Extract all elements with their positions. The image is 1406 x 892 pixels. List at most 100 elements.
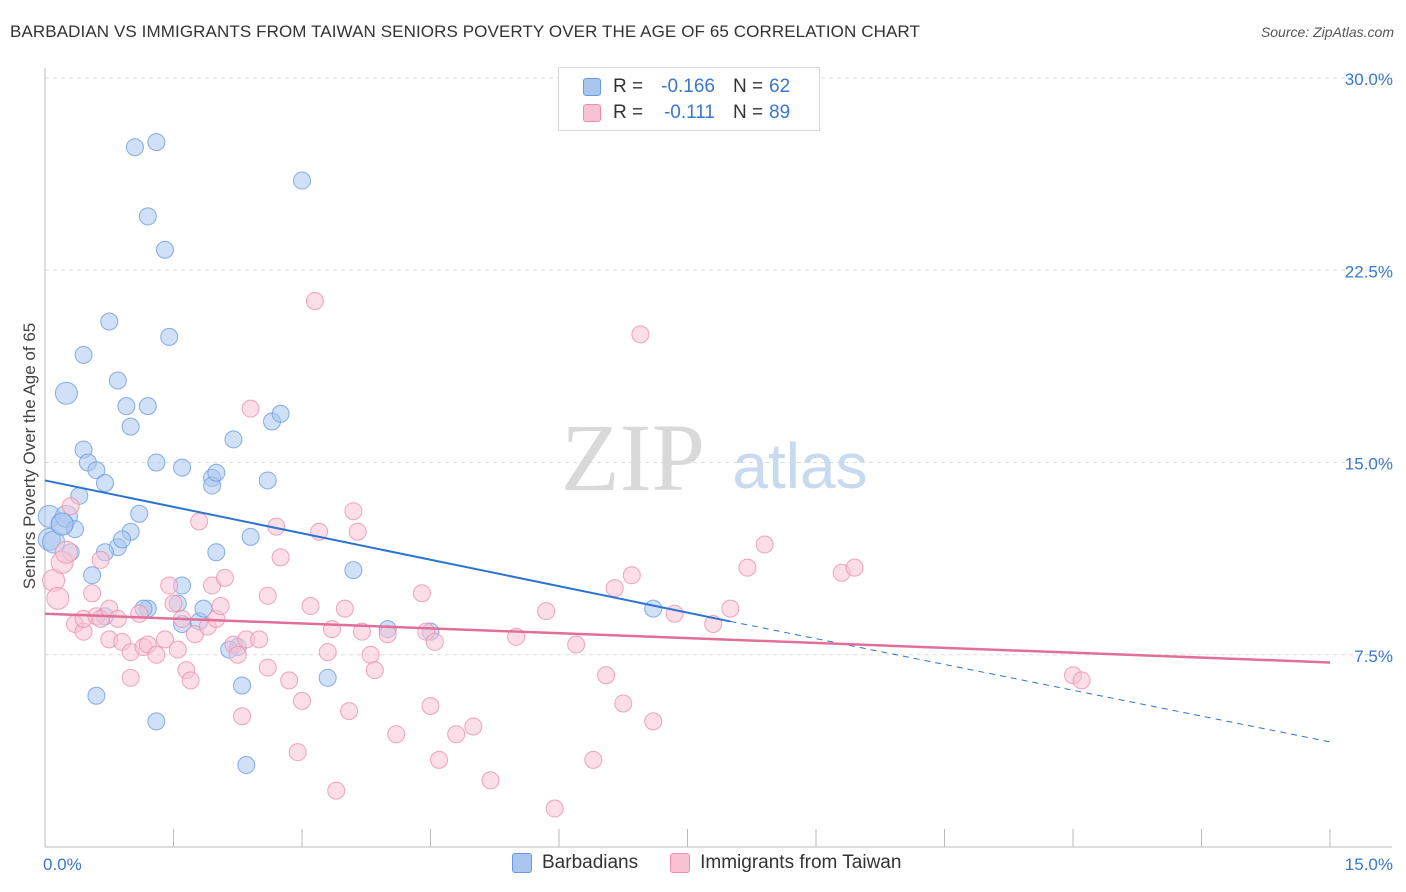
taiwan-point xyxy=(301,597,320,616)
taiwan-point xyxy=(845,558,864,577)
taiwan-point xyxy=(622,566,641,585)
barbadians-point xyxy=(644,599,663,618)
barbadians-point xyxy=(117,397,136,416)
taiwan-point xyxy=(545,799,564,818)
barbadians-point xyxy=(87,461,106,480)
taiwan-point xyxy=(168,640,187,659)
taiwan-point xyxy=(61,497,80,516)
watermark-zip: ZIP xyxy=(561,404,705,511)
barbadians-point xyxy=(344,561,363,580)
barbadians-point xyxy=(147,133,166,152)
taiwan-point xyxy=(631,325,650,344)
taiwan-point xyxy=(481,771,500,790)
taiwan-point xyxy=(271,548,290,567)
taiwan-point xyxy=(597,666,616,685)
legend-n-value: 89 xyxy=(769,102,791,123)
taiwan-point xyxy=(430,750,449,769)
taiwan-point xyxy=(215,568,234,587)
y-tick-label: 7.5% xyxy=(1354,647,1393,666)
barbadians-point xyxy=(130,504,149,523)
taiwan-point xyxy=(605,579,624,598)
barbadians-point xyxy=(121,417,140,436)
taiwan-point xyxy=(160,576,179,595)
series-legend-taiwan[interactable]: Immigrants from Taiwan xyxy=(670,852,901,874)
barbadians-point xyxy=(207,463,226,482)
barbadians-point xyxy=(155,240,174,259)
barbadians-point xyxy=(74,345,93,364)
barbadians-point xyxy=(241,527,260,546)
barbadians-point xyxy=(147,712,166,731)
barbadians-point xyxy=(95,474,114,493)
y-axis-label: Seniors Poverty Over the Age of 65 xyxy=(20,322,39,590)
taiwan-point xyxy=(91,550,110,569)
barbadians-point xyxy=(83,566,102,585)
barbadians-point xyxy=(54,381,78,405)
barbadians-point xyxy=(224,430,243,449)
series-swatch-taiwan xyxy=(670,853,691,873)
taiwan-point xyxy=(567,635,586,654)
taiwan-point xyxy=(280,671,299,690)
taiwan-point xyxy=(228,645,247,664)
taiwan-point xyxy=(190,512,209,531)
y-tick-label: 22.5% xyxy=(1345,262,1393,281)
taiwan-point xyxy=(614,694,633,713)
taiwan-trend-line xyxy=(44,612,1331,664)
series-label-taiwan: Immigrants from Taiwan xyxy=(700,852,902,873)
taiwan-point xyxy=(1072,671,1091,690)
taiwan-point xyxy=(344,502,363,521)
taiwan-point xyxy=(108,609,127,628)
legend-swatch-taiwan xyxy=(583,104,601,122)
barbadians-point xyxy=(318,668,337,687)
taiwan-point xyxy=(340,702,359,721)
taiwan-point xyxy=(378,625,397,644)
legend-row-taiwan: R = -0.111 N = 89 xyxy=(583,100,790,126)
chart-title: BARBADIAN VS IMMIGRANTS FROM TAIWAN SENI… xyxy=(10,22,920,41)
taiwan-point xyxy=(318,643,337,662)
taiwan-point xyxy=(447,725,466,744)
taiwan-point xyxy=(130,604,149,623)
taiwan-point xyxy=(147,645,166,664)
taiwan-point xyxy=(155,630,174,649)
legend-r-label: R = xyxy=(613,76,644,97)
barbadians-point xyxy=(125,138,144,157)
taiwan-point xyxy=(327,781,346,800)
taiwan-point xyxy=(250,630,269,649)
y-tick-label: 15.0% xyxy=(1345,455,1393,474)
barbadians-point xyxy=(50,512,74,536)
y-tick-label: 30.0% xyxy=(1345,70,1393,89)
legend-row-barbadians: R = -0.166 N = 62 xyxy=(583,74,790,100)
taiwan-point xyxy=(738,558,757,577)
taiwan-point xyxy=(335,599,354,618)
series-legend: Barbadians Immigrants from Taiwan xyxy=(512,852,933,874)
barbadians-point xyxy=(138,397,157,416)
barbadians-point xyxy=(233,676,252,695)
watermark-atlas: atlas xyxy=(732,430,867,502)
series-legend-barbadians[interactable]: Barbadians xyxy=(512,852,638,874)
taiwan-point xyxy=(755,535,774,554)
taiwan-point xyxy=(233,707,252,726)
legend-r-label: R = xyxy=(613,102,644,123)
barbadians-point xyxy=(194,599,213,618)
taiwan-point xyxy=(584,750,603,769)
taiwan-point xyxy=(258,586,277,605)
taiwan-point xyxy=(305,292,324,311)
barbadians-point xyxy=(160,327,179,346)
taiwan-point xyxy=(425,632,444,651)
barbadians-point xyxy=(138,207,157,226)
legend-swatch-barbadians xyxy=(583,78,601,96)
series-label-barbadians: Barbadians xyxy=(542,852,639,873)
barbadians-point xyxy=(271,404,290,423)
taiwan-point xyxy=(83,584,102,603)
taiwan-point xyxy=(211,597,230,616)
x-tick-label: 15.0% xyxy=(1345,855,1393,874)
taiwan-point xyxy=(258,658,277,677)
legend-n-label: N = xyxy=(733,76,764,97)
barbadians-point xyxy=(113,530,132,549)
taiwan-point xyxy=(348,522,367,541)
barbadians-point xyxy=(237,755,256,774)
taiwan-point xyxy=(54,540,78,564)
taiwan-point xyxy=(288,743,307,762)
taiwan-point xyxy=(181,671,200,690)
taiwan-point xyxy=(241,399,260,418)
